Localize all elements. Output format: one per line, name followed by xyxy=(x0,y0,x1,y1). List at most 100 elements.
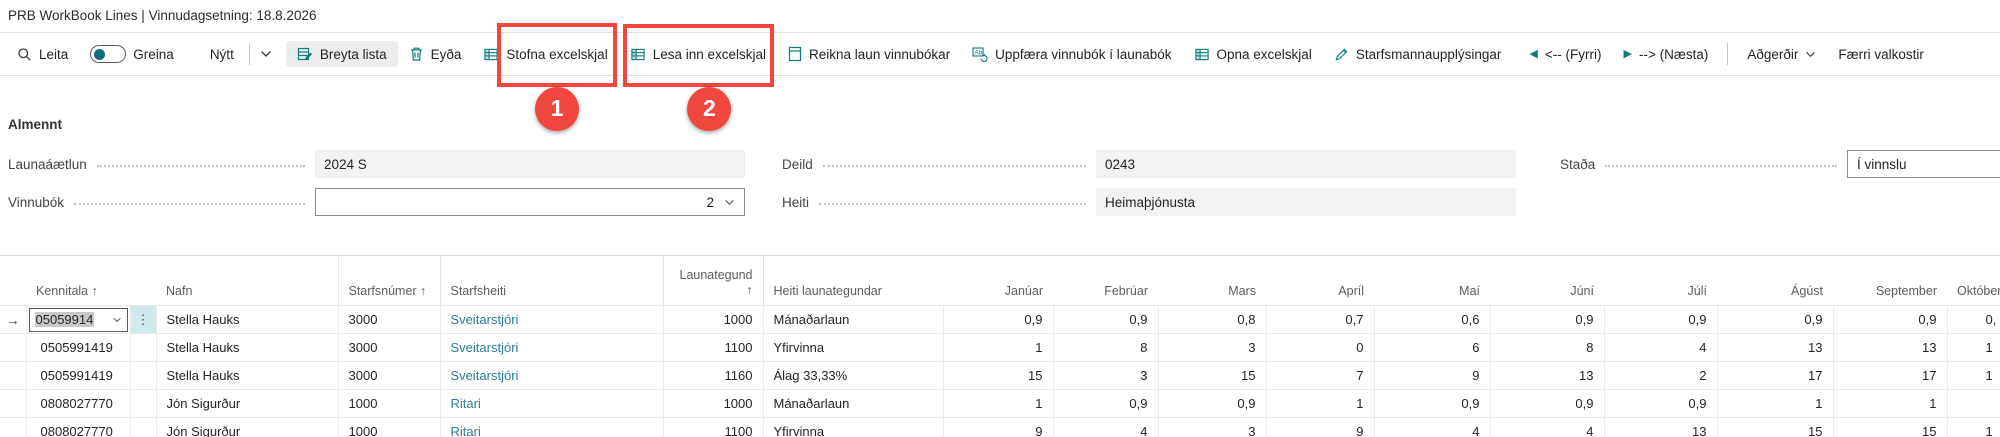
col-header-juni[interactable]: Júní xyxy=(1490,255,1604,306)
month-value-cell[interactable]: 4 xyxy=(1373,417,1490,437)
stada-value[interactable]: Í vinnslu xyxy=(1847,150,2000,178)
month-value-cell[interactable]: 1 xyxy=(942,389,1053,418)
month-value-cell[interactable]: 17 xyxy=(1716,361,1833,390)
kennitala-cell[interactable]: 0505991419 xyxy=(25,361,130,390)
month-value-cell[interactable]: 3 xyxy=(1052,361,1158,390)
employee-info-button[interactable]: Starfsmannaupplýsingar xyxy=(1323,42,1513,67)
table-row[interactable]: 0505991419 Stella Hauks 3000 Sveitarstjó… xyxy=(0,333,2000,362)
launategund-cell[interactable]: 1100 xyxy=(662,333,763,362)
starfsheiti-link[interactable]: Sveitarstjóri xyxy=(439,333,663,362)
col-header-februar[interactable]: Febrúar xyxy=(1053,255,1158,306)
month-value-cell[interactable]: 15 xyxy=(1157,361,1266,390)
heiti-value[interactable]: Heimaþjónusta xyxy=(1096,188,1516,216)
month-value-cell[interactable]: 0, xyxy=(1946,305,2000,334)
col-header-mai[interactable]: Maí xyxy=(1374,255,1490,306)
read-excel-button[interactable]: Lesa inn excelskjal 2 xyxy=(619,23,777,131)
col-header-launategund[interactable]: Launategund ↑ xyxy=(662,255,763,306)
month-value-cell[interactable]: 0,9 xyxy=(1603,389,1717,418)
month-value-cell[interactable]: 0,9 xyxy=(1157,389,1266,418)
col-header-kennitala[interactable]: Kennitala ↑ xyxy=(26,255,130,306)
table-row[interactable]: 0808027770 Jón Sigurður 1000 Ritari 1000… xyxy=(0,389,2000,418)
month-value-cell[interactable]: 0,9 xyxy=(942,305,1053,334)
month-value-cell[interactable]: 13 xyxy=(1603,417,1717,437)
launategund-cell[interactable]: 1000 xyxy=(662,389,763,418)
month-value-cell[interactable]: 0,9 xyxy=(1052,305,1158,334)
month-value-cell[interactable]: 13 xyxy=(1832,333,1947,362)
kennitala-cell[interactable]: 05059914 xyxy=(25,305,130,334)
table-row[interactable]: 0505991419 Stella Hauks 3000 Sveitarstjó… xyxy=(0,361,2000,390)
next-button[interactable]: ▶ --> (Næsta) xyxy=(1612,42,1719,67)
month-value-cell[interactable]: 1 xyxy=(1946,333,2000,362)
month-value-cell[interactable]: 2 xyxy=(1603,361,1717,390)
launaaaetlun-value[interactable]: 2024 S xyxy=(315,150,745,178)
col-header-januar[interactable]: Janúar xyxy=(943,255,1053,306)
month-value-cell[interactable] xyxy=(1946,389,2000,418)
new-split-dropdown[interactable] xyxy=(254,45,278,63)
kennitala-cell[interactable]: 0808027770 xyxy=(25,389,130,418)
nafn-cell[interactable]: Stella Hauks xyxy=(155,361,338,390)
delete-button[interactable]: Eyða xyxy=(398,41,473,67)
kennitala-combobox[interactable]: 05059914 xyxy=(28,307,128,332)
month-value-cell[interactable]: 1 xyxy=(1946,417,2000,437)
launategund-cell[interactable]: 1160 xyxy=(662,361,763,390)
kennitala-cell[interactable]: 0505991419 xyxy=(25,333,130,362)
nafn-cell[interactable]: Jón Sigurður xyxy=(155,417,338,437)
launategund-cell[interactable]: 1100 xyxy=(662,417,763,437)
month-value-cell[interactable]: 9 xyxy=(942,417,1053,437)
month-value-cell[interactable]: 0,6 xyxy=(1373,305,1490,334)
month-value-cell[interactable]: 0,7 xyxy=(1265,305,1374,334)
col-header-oktober[interactable]: Október xyxy=(1947,255,2000,306)
heiti-launategundar-cell[interactable]: Álag 33,33% xyxy=(762,361,943,390)
create-excel-button[interactable]: Stofna excelskjal 1 xyxy=(472,22,618,131)
actions-menu-button[interactable]: Aðgerðir xyxy=(1736,42,1827,67)
deild-value[interactable]: 0243 xyxy=(1096,150,1516,178)
nafn-cell[interactable]: Jón Sigurður xyxy=(155,389,338,418)
analyze-toggle[interactable]: Greina xyxy=(79,40,185,68)
starfsheiti-link[interactable]: Sveitarstjóri xyxy=(439,361,663,390)
starfsnumer-cell[interactable]: 3000 xyxy=(337,333,440,362)
heiti-launategundar-cell[interactable]: Mánaðarlaun xyxy=(762,305,943,334)
month-value-cell[interactable]: 1 xyxy=(1946,361,2000,390)
nafn-cell[interactable]: Stella Hauks xyxy=(155,333,338,362)
month-value-cell[interactable]: 15 xyxy=(942,361,1053,390)
month-value-cell[interactable]: 13 xyxy=(1716,333,1833,362)
starfsheiti-link[interactable]: Ritari xyxy=(439,417,663,437)
calculate-wages-button[interactable]: Reikna laun vinnubókar xyxy=(777,41,961,67)
row-menu-button[interactable]: ⋮ xyxy=(129,305,156,334)
month-value-cell[interactable]: 4 xyxy=(1052,417,1158,437)
month-value-cell[interactable]: 15 xyxy=(1716,417,1833,437)
col-header-april[interactable]: Apríl xyxy=(1266,255,1374,306)
open-excel-button[interactable]: Opna excelskjal xyxy=(1183,42,1323,67)
col-header-september[interactable]: September xyxy=(1833,255,1947,306)
month-value-cell[interactable]: 1 xyxy=(1716,389,1833,418)
month-value-cell[interactable]: 13 xyxy=(1489,361,1604,390)
starfsheiti-link[interactable]: Sveitarstjóri xyxy=(439,305,663,334)
edit-list-button[interactable]: Breyta lista xyxy=(285,41,398,67)
col-header-starfsnumer[interactable]: Starfsnúmer ↑ xyxy=(337,255,440,306)
kennitala-cell[interactable]: 0808027770 xyxy=(25,417,130,437)
table-row[interactable]: → 05059914 ⋮ Stella Hauks 3000 Sveitarst… xyxy=(0,305,2000,334)
heiti-launategundar-cell[interactable]: Yfirvinna xyxy=(762,333,943,362)
fewer-options-button[interactable]: Færri valkostir xyxy=(1827,42,1935,67)
month-value-cell[interactable]: 9 xyxy=(1373,361,1490,390)
col-header-starfsheiti[interactable]: Starfsheiti xyxy=(439,255,663,306)
previous-button[interactable]: ◀ <-- (Fyrri) xyxy=(1518,42,1612,67)
new-button[interactable]: Nýtt xyxy=(199,42,245,67)
month-value-cell[interactable]: 0,9 xyxy=(1489,389,1604,418)
month-value-cell[interactable]: 1 xyxy=(1832,389,1947,418)
starfsnumer-cell[interactable]: 3000 xyxy=(337,305,440,334)
starfsnumer-cell[interactable]: 3000 xyxy=(337,361,440,390)
month-value-cell[interactable]: 0,9 xyxy=(1489,305,1604,334)
toggle-switch-icon[interactable] xyxy=(90,45,127,63)
starfsnumer-cell[interactable]: 1000 xyxy=(337,389,440,418)
month-value-cell[interactable]: 0,9 xyxy=(1603,305,1717,334)
table-row[interactable]: 0808027770 Jón Sigurður 1000 Ritari 1100… xyxy=(0,417,2000,437)
month-value-cell[interactable]: 0,9 xyxy=(1052,389,1158,418)
month-value-cell[interactable]: 4 xyxy=(1603,333,1717,362)
update-workbook-button[interactable]: Ab Uppfæra vinnubók í launabók xyxy=(961,41,1182,67)
heiti-launategundar-cell[interactable]: Mánaðarlaun xyxy=(762,389,943,418)
search-button[interactable]: Leita xyxy=(6,42,79,67)
nafn-cell[interactable]: Stella Hauks xyxy=(155,305,338,334)
col-header-nafn[interactable]: Nafn xyxy=(156,255,338,306)
month-value-cell[interactable]: 0,9 xyxy=(1373,389,1490,418)
